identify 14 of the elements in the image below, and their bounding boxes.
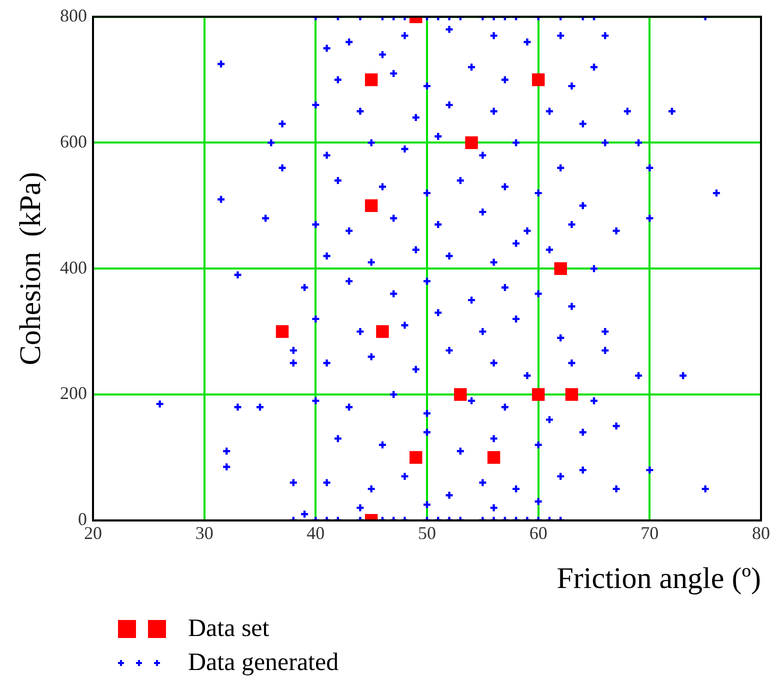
x-tick-label: 60 bbox=[529, 522, 548, 543]
y-tick-label: 800 bbox=[60, 6, 87, 26]
x-axis-title: Friction angle (º) bbox=[556, 562, 761, 595]
y-axis-title: Cohesion (kPa) bbox=[14, 172, 47, 366]
x-tick-label: 30 bbox=[195, 522, 214, 543]
y-tick-label: 600 bbox=[60, 131, 87, 152]
legend-label: Data set bbox=[188, 615, 270, 643]
x-tick-label: 80 bbox=[752, 522, 770, 543]
y-tick-label: 400 bbox=[60, 257, 87, 278]
y-tick-label: 200 bbox=[60, 383, 87, 404]
legend-label: Data generated bbox=[188, 649, 339, 677]
x-tick-label: 40 bbox=[306, 522, 325, 543]
x-tick-label: 70 bbox=[640, 522, 659, 543]
x-tick-label: 50 bbox=[418, 522, 436, 543]
